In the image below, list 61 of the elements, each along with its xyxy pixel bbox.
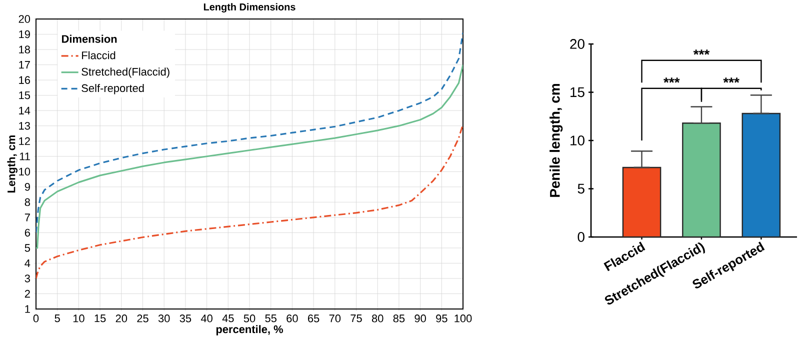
y-tick-label: 20 [18, 15, 30, 23]
y-tick-label: 8 [24, 198, 30, 206]
x-tick-label: 85 [393, 314, 405, 322]
y-tick-label: 2 [24, 290, 30, 298]
y-axis-title: Length, cm [7, 135, 18, 192]
x-tick-label: 75 [350, 314, 362, 322]
x-tick-label: 90 [414, 314, 426, 322]
y-tick-label: 11 [20, 152, 30, 160]
x-axis-title: percentile, % [216, 325, 284, 336]
y-tick-label: 10 [570, 136, 584, 146]
x-tick-label: 10 [73, 314, 84, 322]
x-tick-label: 35 [180, 314, 192, 322]
y-tick-label: 20 [570, 39, 584, 49]
legend-title: Dimension [62, 34, 117, 43]
x-tick-label: 55 [265, 314, 276, 322]
y-tick-label: 7 [24, 214, 30, 222]
x-tick-label: 0 [33, 314, 39, 322]
y-tick-label: 19 [19, 30, 30, 38]
x-tick-label: 25 [137, 314, 148, 322]
y-tick-label: 4 [24, 259, 30, 267]
x-tick-label: 65 [308, 314, 320, 322]
x-tick-label: 40 [200, 314, 212, 322]
x-tick-label: 70 [329, 314, 341, 322]
y-axis-title: Penile length, cm [550, 84, 563, 197]
y-tick-label: 14 [19, 106, 30, 114]
x-tick-label: 15 [94, 314, 106, 322]
bar [682, 122, 721, 238]
y-tick-label: 10 [19, 168, 30, 176]
y-tick-label: 13 [19, 122, 30, 130]
x-tick-label: 5 [54, 314, 60, 322]
y-tick-label: 18 [19, 46, 30, 54]
y-tick-label: 17 [19, 61, 30, 69]
x-tick-label: 50 [244, 314, 256, 322]
line-series [36, 32, 464, 234]
x-tick-label: 100 [454, 314, 472, 322]
y-tick-label: 0 [578, 232, 584, 242]
x-tick-label: 30 [158, 314, 170, 322]
y-tick-label: 15 [570, 87, 584, 98]
legend-label: Self-reported [82, 84, 144, 94]
y-tick-label: 5 [578, 184, 584, 194]
chart-title: Length Dimensions [204, 3, 296, 12]
x-tick-label: 45 [222, 314, 234, 322]
legend-label: Flaccid [82, 51, 116, 60]
bar [742, 112, 781, 238]
y-tick-label: 1 [25, 305, 30, 313]
legend-label: Stretched(Flaccid) [82, 68, 170, 78]
bar [622, 166, 662, 238]
y-tick-label: 15 [19, 92, 30, 100]
y-tick-label: 12 [19, 137, 30, 145]
y-tick-label: 6 [24, 228, 30, 237]
x-tick-label: 95 [436, 314, 448, 322]
annotation: *** [723, 78, 740, 83]
line-series [36, 64, 464, 249]
y-tick-label: 9 [24, 183, 30, 191]
x-tick-label: 80 [372, 314, 384, 322]
x-tick-label: 20 [116, 314, 128, 322]
annotation: *** [693, 50, 710, 55]
annotation: *** [664, 78, 680, 83]
y-tick-label: 16 [19, 76, 30, 84]
x-tick-label: 60 [286, 314, 298, 322]
y-tick-label: 3 [24, 274, 30, 282]
